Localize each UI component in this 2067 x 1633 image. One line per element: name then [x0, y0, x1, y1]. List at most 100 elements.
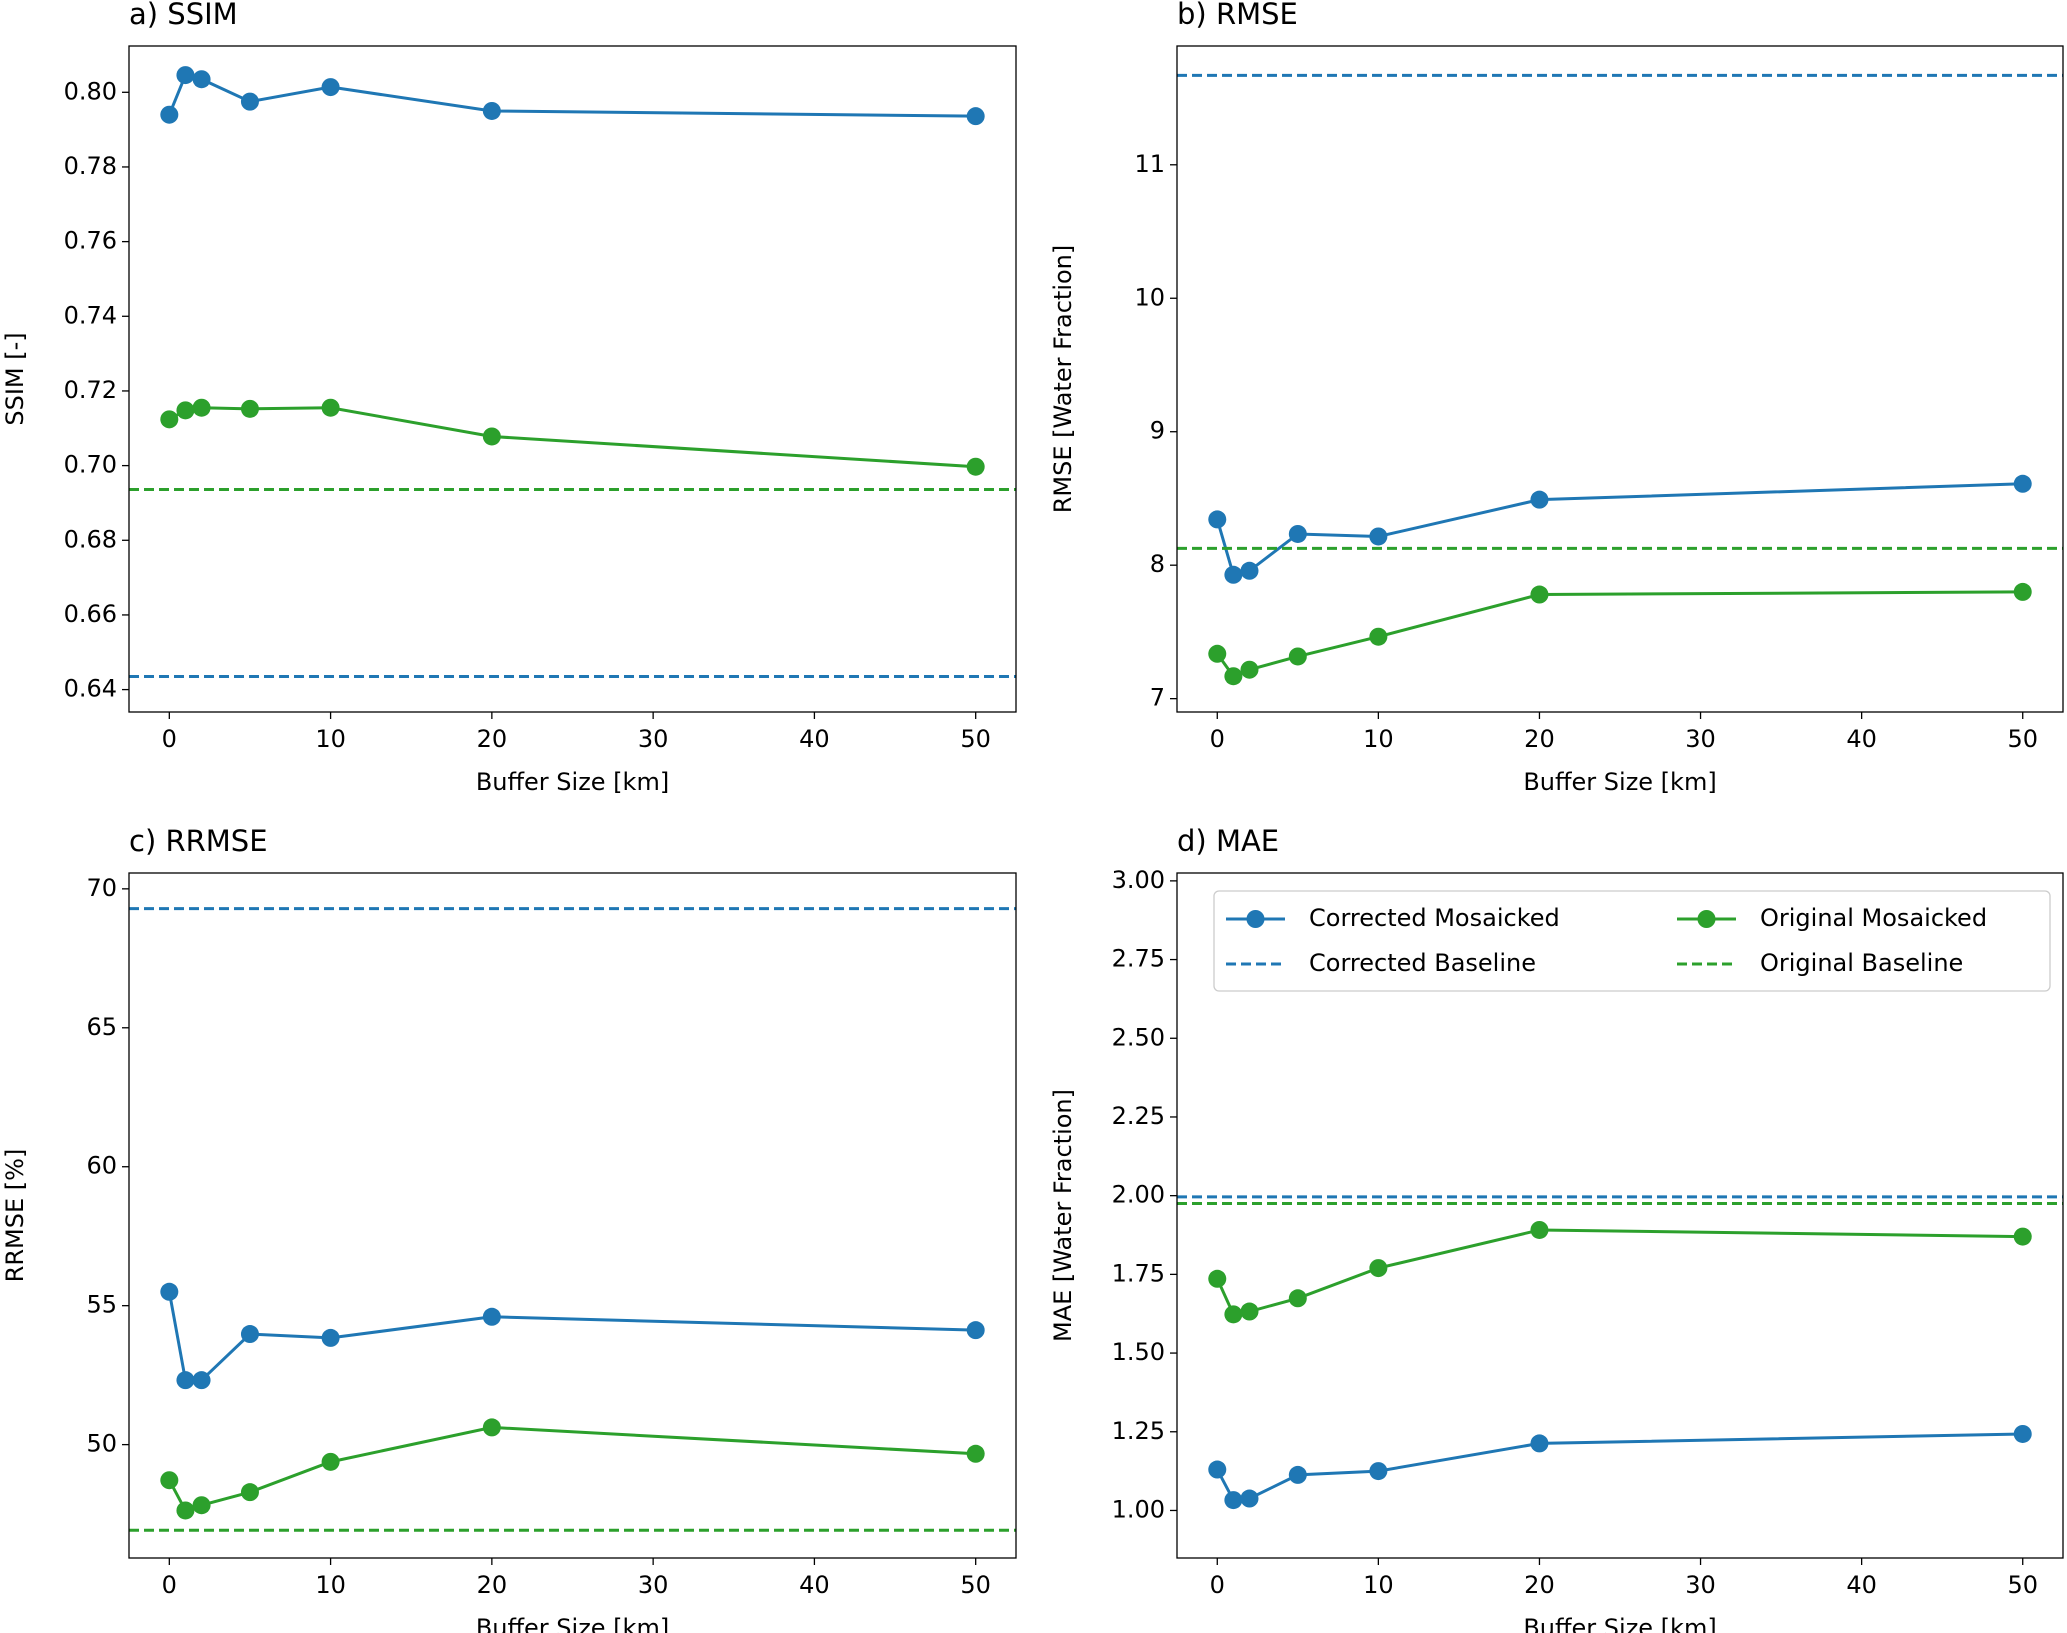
marker [160, 1282, 179, 1301]
marker [1369, 1259, 1388, 1278]
series-line [167, 1425, 976, 1513]
subplot: 0.64 0.66 0.68 0.70 0.72 0.74 0.76 0.78 0.80 0 10 2… [1, 0, 1017, 796]
y-tick-label: 11 [1134, 150, 1165, 178]
marker [192, 1496, 211, 1515]
plot-area [129, 907, 1016, 1532]
y-tick-label: 1.75 [1112, 1259, 1165, 1287]
x-tick-label: 0 [1210, 1571, 1225, 1599]
y-tick-label: 65 [86, 1013, 117, 1041]
y-tick-label: 9 [1150, 417, 1165, 445]
y-tick-label: 2.25 [1112, 1102, 1165, 1130]
marker [240, 1325, 259, 1344]
marker [240, 399, 259, 418]
series-line [1215, 482, 2023, 577]
marker [1288, 1289, 1307, 1308]
y-tick-label: 0.80 [64, 77, 117, 105]
y-tick-label: 8 [1150, 550, 1165, 578]
marker [1530, 490, 1549, 509]
y-tick-label: 50 [86, 1430, 117, 1458]
axes-frame [128, 872, 1017, 1559]
marker [966, 457, 985, 476]
y-tick-label: 7 [1150, 684, 1165, 712]
marker [1240, 1302, 1259, 1321]
subplot: 1.00 1.25 1.50 1.75 2.00 2.25 2.50 2.75 3.00 0 10 2… [1049, 824, 2064, 1633]
marker [1208, 644, 1227, 663]
marker [2013, 1424, 2032, 1443]
plot-area [1177, 73, 2063, 686]
marker [240, 92, 259, 111]
series-line [1216, 590, 2023, 679]
series-line [167, 1291, 976, 1382]
x-tick-label: 20 [1524, 725, 1555, 753]
series-line [1215, 1432, 2023, 1502]
legend-label: Original Mosaicked [1760, 904, 1987, 932]
marker [1530, 585, 1549, 604]
marker [176, 1371, 195, 1390]
x-tick-label: 30 [1685, 1571, 1716, 1599]
x-tick-label: 0 [1210, 725, 1225, 753]
marker [1288, 524, 1307, 543]
marker [1224, 565, 1243, 584]
y-tick-label: 0.76 [64, 227, 117, 255]
marker [321, 1328, 340, 1347]
marker [176, 66, 195, 85]
marker [2013, 582, 2032, 601]
marker [160, 410, 179, 429]
y-tick-label: 0.78 [64, 152, 117, 180]
y-tick-label: 2.50 [1112, 1023, 1165, 1051]
marker [1288, 1465, 1307, 1484]
y-tick-label: 1.25 [1112, 1417, 1165, 1445]
y-tick-label: 0.72 [64, 376, 117, 404]
y-axis-label: RMSE [Water Fraction] [1049, 245, 1077, 514]
x-tick-label: 30 [638, 725, 669, 753]
marker [1224, 1305, 1243, 1324]
chart-title: d) MAE [1177, 824, 1279, 858]
y-tick-label: 0.70 [64, 451, 117, 479]
x-axis-label: Buffer Size [km] [1523, 768, 1716, 796]
marker [1208, 1269, 1227, 1288]
y-tick-label: 60 [86, 1152, 117, 1180]
y-tick-label: 1.00 [1112, 1495, 1165, 1523]
legend-marker [1697, 910, 1716, 928]
marker [1369, 527, 1388, 546]
marker [482, 101, 501, 120]
y-tick-label: 0.68 [64, 525, 117, 553]
legend-label: Corrected Mosaicked [1309, 904, 1560, 932]
marker [321, 1452, 340, 1471]
marker [1369, 1462, 1388, 1481]
x-tick-label: 10 [315, 725, 346, 753]
x-tick-label: 0 [162, 725, 177, 753]
axes-frame [128, 45, 1017, 713]
marker [1240, 1489, 1259, 1508]
marker [321, 78, 340, 97]
plot-area [1177, 1195, 2063, 1510]
marker [1208, 510, 1227, 529]
marker [192, 70, 211, 89]
x-tick-label: 20 [477, 725, 508, 753]
y-tick-label: 10 [1134, 283, 1165, 311]
marker [2013, 1227, 2032, 1246]
x-tick-label: 40 [799, 1571, 830, 1599]
x-tick-label: 40 [799, 725, 830, 753]
marker [1288, 647, 1307, 666]
series-line [167, 73, 976, 118]
x-tick-label: 10 [1363, 1571, 1394, 1599]
x-tick-label: 0 [162, 1571, 177, 1599]
y-tick-label: 0.64 [64, 675, 117, 703]
marker [176, 1501, 195, 1520]
marker [482, 427, 501, 446]
axes-frame [1176, 872, 2064, 1559]
marker [482, 1418, 501, 1437]
marker [192, 398, 211, 417]
x-tick-label: 40 [1846, 1571, 1877, 1599]
marker [321, 398, 340, 417]
y-axis-label: SSIM [-] [1, 332, 29, 425]
marker [966, 107, 985, 126]
x-axis-label: Buffer Size [km] [476, 1614, 669, 1633]
chart-title: a) SSIM [129, 0, 238, 31]
subplot: 7 8 9 10 11 0 10 20 30 40 50 Buffer Size [km] RMSE [… [1049, 0, 2064, 796]
y-tick-label: 55 [86, 1291, 117, 1319]
chart-title: b) RMSE [1177, 0, 1298, 31]
series-line [168, 406, 976, 469]
